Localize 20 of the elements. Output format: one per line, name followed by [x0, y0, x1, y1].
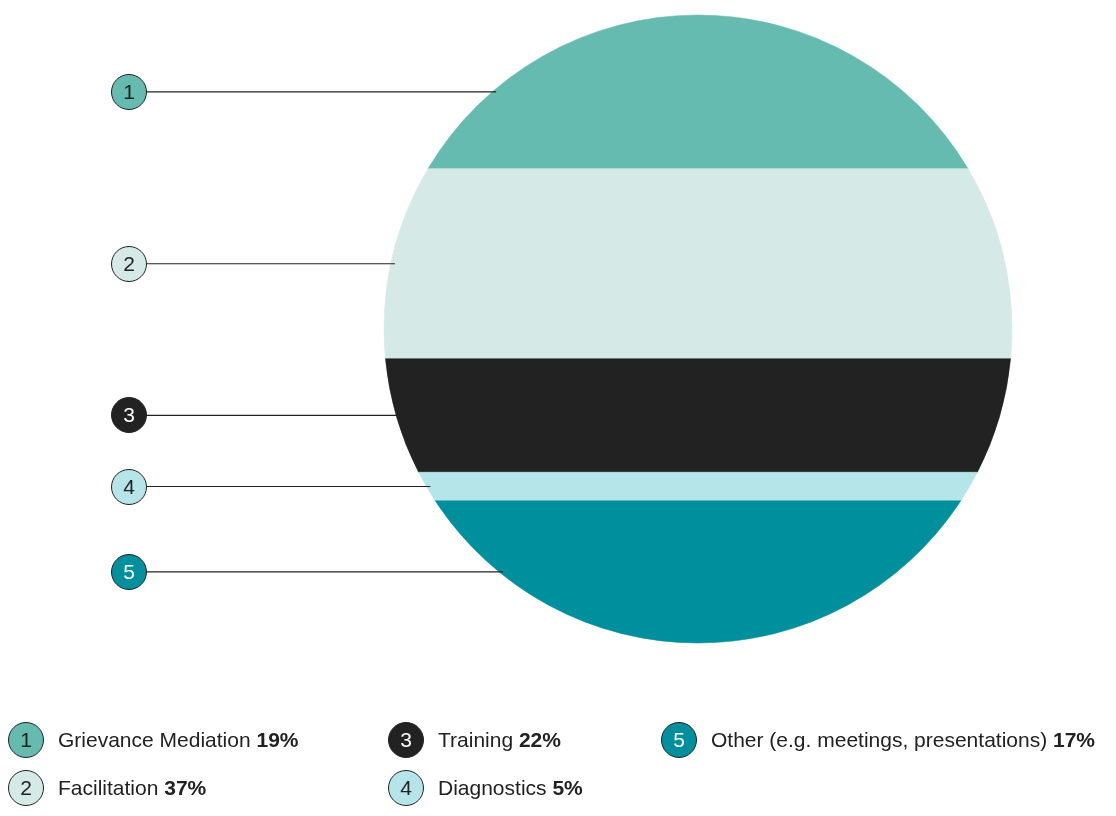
data-label: 22%: [518, 728, 561, 751]
number-badge: 3: [111, 397, 147, 434]
data-label: 19%: [256, 728, 299, 751]
number-badge: 4: [111, 468, 147, 505]
category-label: Other (e.g. meetings, presentations): [711, 728, 1048, 751]
number-badge: 2: [8, 770, 44, 806]
number-badge: 5: [661, 722, 697, 758]
category-label: Facilitation: [58, 776, 159, 799]
data-label: 37%: [164, 776, 207, 799]
data-label: 5%: [552, 776, 583, 799]
number-badge: 5: [111, 553, 147, 590]
number-badge: 2: [111, 245, 147, 282]
category-label: Training: [438, 728, 514, 751]
number-badge: 1: [111, 73, 147, 110]
category-label: Grievance Mediation: [58, 728, 251, 751]
category-label: Diagnostics: [438, 776, 547, 799]
number-badge: 3: [388, 722, 424, 758]
data-label: 17%: [1053, 728, 1096, 751]
number-badge: 1: [8, 722, 44, 758]
number-badge: 4: [388, 770, 424, 806]
